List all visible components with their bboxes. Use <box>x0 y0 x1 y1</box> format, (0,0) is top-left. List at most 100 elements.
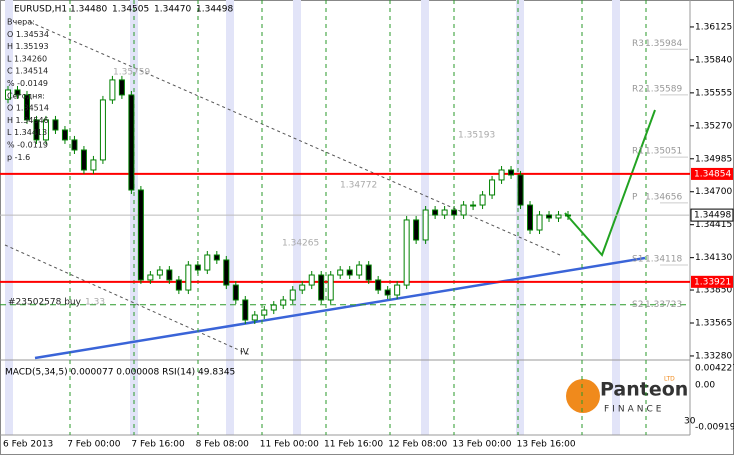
trend-channel <box>4 244 251 356</box>
candle-body <box>280 299 287 306</box>
info-line: p -1.6 <box>7 153 30 162</box>
info-line: O 1.34534 <box>7 30 49 39</box>
candle-body <box>242 299 249 321</box>
candle-body <box>375 279 382 291</box>
info-line: L 1.34413 <box>7 128 47 137</box>
candle-body <box>166 269 173 281</box>
y-tick-label: 1.34985 <box>695 154 732 164</box>
candle-body <box>413 219 420 241</box>
x-tick-label: 11 Feb 00:00 <box>260 440 319 450</box>
candle-body <box>536 214 543 231</box>
candle-body <box>498 169 505 181</box>
candle-body <box>71 139 78 151</box>
candle-body <box>204 254 211 271</box>
price-box-label: 1.34498 <box>694 211 731 221</box>
x-tick-label: 13 Feb 16:00 <box>517 440 576 450</box>
candle-body <box>80 149 87 171</box>
y-tick-label: 1.35270 <box>695 121 732 131</box>
x-tick-label: 8 Feb 08:00 <box>196 440 250 450</box>
candle-body <box>460 204 467 216</box>
candle-body <box>42 119 49 141</box>
info-line: Вчера: <box>7 18 35 27</box>
candle-body <box>565 214 571 217</box>
candle-body <box>546 214 553 219</box>
forecast-arrow <box>564 109 656 257</box>
annotation: 1.33 <box>85 298 105 308</box>
level-label: 1.34854 <box>694 169 731 179</box>
y-tick-label: 1.34130 <box>695 253 732 263</box>
candle-body <box>403 219 410 286</box>
pivot-name: S2 <box>632 300 643 310</box>
candle-body <box>432 209 439 216</box>
candle-body <box>422 209 429 241</box>
candle-body <box>365 264 372 281</box>
candle-body <box>356 264 363 276</box>
candle-body <box>394 284 401 296</box>
level-box <box>691 275 733 288</box>
candle-body <box>451 209 458 216</box>
candle-body <box>517 174 524 206</box>
level-box <box>691 167 733 180</box>
candle-body <box>156 269 163 276</box>
annotation: 1.34265 <box>282 239 319 249</box>
pivot-value: 1.34118 <box>645 255 682 265</box>
info-line: O 1.34514 <box>7 104 49 113</box>
logo-ltd: LTD <box>664 376 675 383</box>
trend-line <box>34 256 646 360</box>
quote: 1.34498 <box>196 5 233 15</box>
indicator-axis-label: -0.009199 <box>695 423 734 433</box>
candle-body <box>137 189 144 281</box>
pivot-name: P <box>632 192 638 202</box>
indicator-axis-label: 0.00 <box>695 381 715 391</box>
candle-body <box>261 309 268 316</box>
info-line: H 1.34546 <box>7 116 49 125</box>
session-band <box>293 0 301 435</box>
y-tick-label: 1.33280 <box>695 351 732 361</box>
candle-body <box>346 269 353 276</box>
candle-body <box>232 284 239 301</box>
pivot-name: S1 <box>632 255 643 265</box>
candle-body <box>270 304 277 311</box>
info-line: C 1.34514 <box>7 67 48 76</box>
pivot-value: 1.35051 <box>645 147 682 157</box>
x-tick-label: 7 Feb 16:00 <box>131 440 185 450</box>
candle-body <box>185 264 192 291</box>
session-band <box>516 0 524 435</box>
candle-body <box>308 274 315 286</box>
pivot-value: 1.35589 <box>645 84 682 94</box>
trend-channel <box>29 21 561 256</box>
annotation: 1.35759 <box>113 68 150 78</box>
candle-body <box>384 289 391 296</box>
annotation: 1.34772 <box>340 181 377 191</box>
candle-body <box>118 79 125 96</box>
y-tick-label: 1.33850 <box>695 286 732 296</box>
candle-body <box>99 99 106 161</box>
candle-body <box>289 289 296 301</box>
candle-body <box>555 214 562 219</box>
level-label: 1.33921 <box>694 277 731 287</box>
candle-body <box>14 89 21 96</box>
candle-body <box>90 159 97 171</box>
candle-body <box>318 274 325 301</box>
candle-body <box>441 209 448 216</box>
indicator-axis-label: 0.004227 <box>695 364 734 374</box>
candle-body <box>175 279 182 291</box>
x-tick-label: 7 Feb 00:00 <box>67 440 121 450</box>
candle-body <box>470 204 477 207</box>
info-line: % -0.0149 <box>7 79 48 88</box>
candle-body <box>52 119 59 131</box>
candle-body <box>223 259 230 286</box>
session-band <box>226 0 234 435</box>
candle-body <box>251 314 258 321</box>
logo-icon <box>566 379 600 413</box>
candle-body <box>327 274 334 301</box>
candle-body <box>489 179 496 196</box>
pivot-name: R1 <box>632 147 644 157</box>
quote: 1.34505 <box>112 5 149 15</box>
y-tick-label: 1.34415 <box>695 220 732 230</box>
x-tick-label: 13 Feb 00:00 <box>452 440 511 450</box>
annotation: 1.35193 <box>458 131 495 141</box>
logo-sub: FINANCE <box>604 405 664 415</box>
indicator-title: MACD(5,34,5) 0.000077 0.000008 RSI(14) 4… <box>5 368 235 378</box>
